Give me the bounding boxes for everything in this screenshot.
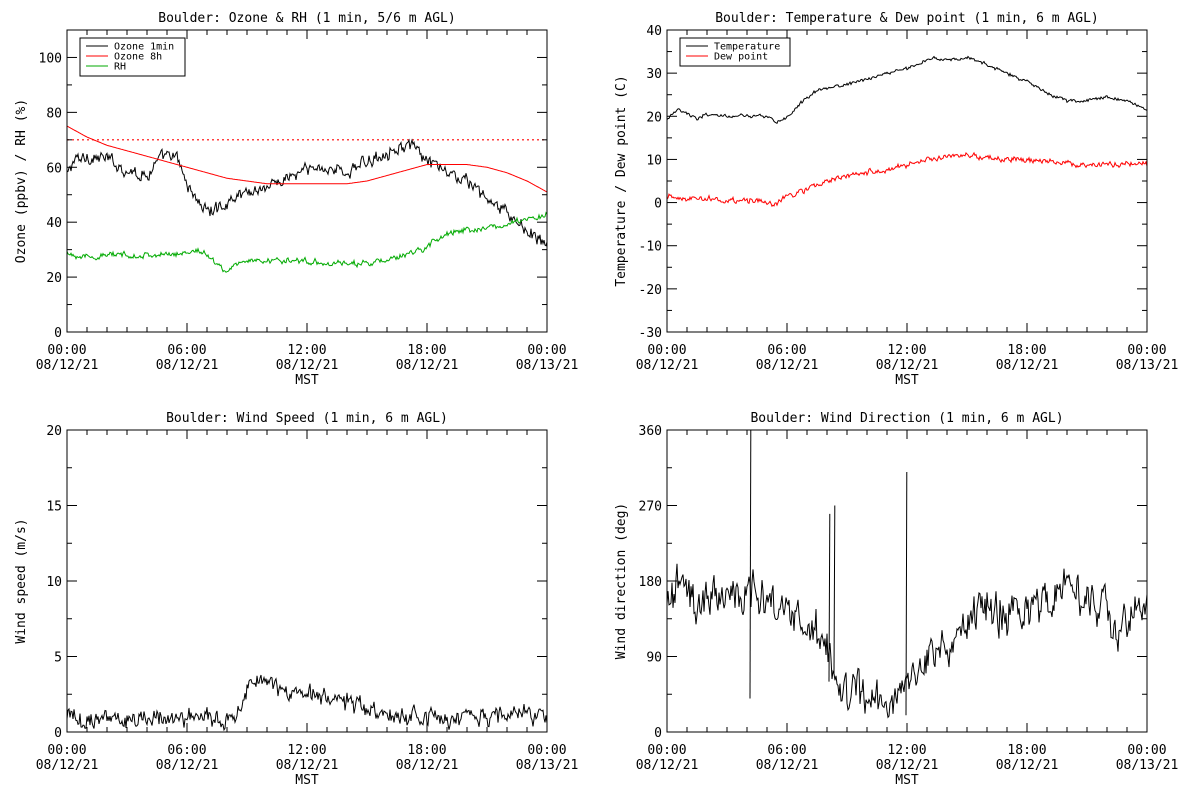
x-axis-label: MST <box>295 373 319 388</box>
y-tick-label: 10 <box>46 575 62 590</box>
x-tick-label-time: 06:00 <box>767 343 806 358</box>
ozone-rh-panel: Boulder: Ozone & RH (1 min, 5/6 m AGL) Oz… <box>14 11 578 388</box>
y-tick-label: 180 <box>639 575 662 590</box>
legend-label: RH <box>114 62 126 73</box>
legend-box <box>679 37 791 67</box>
series-line-2 <box>67 211 547 273</box>
y-tick-label: 60 <box>46 161 62 176</box>
x-tick-label-time: 00:00 <box>1127 743 1166 758</box>
x-tick-label-time: 18:00 <box>407 743 446 758</box>
direction-spike <box>828 513 831 682</box>
legend-box <box>79 37 186 77</box>
x-tick-label-time: 12:00 <box>287 743 326 758</box>
x-tick-label-date: 08/12/21 <box>996 358 1059 373</box>
x-tick-label-time: 00:00 <box>47 743 86 758</box>
y-tick-label: 40 <box>646 24 662 39</box>
y-tick-label: 40 <box>46 216 62 231</box>
y-axis-label: Wind direction (deg) <box>614 503 629 660</box>
x-tick-label-date: 08/13/21 <box>1116 358 1179 373</box>
y-tick-label: 30 <box>646 67 662 82</box>
x-tick-label-date: 08/13/21 <box>1116 758 1179 773</box>
x-tick-label-time: 00:00 <box>647 343 686 358</box>
x-tick-label-time: 18:00 <box>1007 343 1046 358</box>
series-line-0 <box>667 55 1147 124</box>
y-tick-label: 270 <box>639 500 662 515</box>
y-tick-label: -20 <box>639 283 662 298</box>
y-tick-label: 80 <box>46 106 62 121</box>
x-tick-label-time: 00:00 <box>1127 343 1166 358</box>
y-tick-label: 20 <box>46 424 62 439</box>
y-axis-label: Ozone (ppbv) / RH (%) <box>14 99 29 263</box>
x-tick-label-time: 06:00 <box>767 743 806 758</box>
series-line-0 <box>67 138 547 247</box>
y-tick-label: 10 <box>646 153 662 168</box>
x-axis-label: MST <box>895 373 919 388</box>
series-line-0 <box>67 674 547 732</box>
x-tick-label-date: 08/12/21 <box>756 758 819 773</box>
y-tick-label: 360 <box>639 424 662 439</box>
temperature-dewpoint-panel: Boulder: Temperature & Dew point (1 min,… <box>614 11 1178 388</box>
x-tick-label-time: 12:00 <box>887 343 926 358</box>
x-tick-label-date: 08/12/21 <box>276 358 339 373</box>
chart-title: Boulder: Ozone & RH (1 min, 5/6 m AGL) <box>158 11 455 26</box>
x-tick-label-date: 08/12/21 <box>276 758 339 773</box>
chart-title: Boulder: Wind Speed (1 min, 6 m AGL) <box>166 411 448 426</box>
y-tick-label: 20 <box>646 110 662 125</box>
x-tick-label-time: 00:00 <box>47 343 86 358</box>
x-tick-label-time: 18:00 <box>1007 743 1046 758</box>
series-line-0 <box>667 563 1147 719</box>
y-tick-label: 0 <box>654 726 662 741</box>
direction-spike <box>905 471 908 716</box>
x-tick-label-date: 08/12/21 <box>156 358 219 373</box>
x-tick-label-date: 08/12/21 <box>36 358 99 373</box>
x-axis-label: MST <box>895 773 919 788</box>
x-tick-label-time: 12:00 <box>887 743 926 758</box>
y-tick-label: -30 <box>639 326 662 341</box>
y-tick-label: 0 <box>654 197 662 212</box>
x-tick-label-date: 08/12/21 <box>996 758 1059 773</box>
series-line-1 <box>67 125 547 193</box>
x-tick-label-time: 00:00 <box>527 743 566 758</box>
legend-label: Dew point <box>714 52 768 63</box>
x-tick-label-date: 08/12/21 <box>396 758 459 773</box>
x-tick-label-date: 08/12/21 <box>36 758 99 773</box>
y-tick-label: 0 <box>54 726 62 741</box>
x-tick-label-date: 08/12/21 <box>396 358 459 373</box>
legend-label: Ozone 1min <box>114 42 174 53</box>
x-tick-label-time: 06:00 <box>167 343 206 358</box>
x-tick-label-time: 00:00 <box>647 743 686 758</box>
y-tick-label: -10 <box>639 240 662 255</box>
x-tick-label-date: 08/12/21 <box>756 358 819 373</box>
y-tick-label: 100 <box>39 51 62 66</box>
y-axis-label: Wind speed (m/s) <box>14 518 29 643</box>
y-tick-label: 20 <box>46 271 62 286</box>
x-tick-label-date: 08/12/21 <box>636 758 699 773</box>
y-axis-label: Temperature / Dew point (C) <box>614 75 629 286</box>
wind-speed-panel: Boulder: Wind Speed (1 min, 6 m AGL) Wind… <box>14 411 578 788</box>
y-tick-label: 15 <box>46 500 62 515</box>
chart-title: Boulder: Wind Direction (1 min, 6 m AGL) <box>750 411 1063 426</box>
x-tick-label-date: 08/13/21 <box>516 758 579 773</box>
x-tick-label-date: 08/12/21 <box>876 758 939 773</box>
chart-title: Boulder: Temperature & Dew point (1 min,… <box>715 11 1099 26</box>
x-axis-label: MST <box>295 773 319 788</box>
y-tick-label: 90 <box>646 651 662 666</box>
x-tick-label-time: 12:00 <box>287 343 326 358</box>
legend-label: Ozone 8h <box>114 52 162 63</box>
direction-spike <box>833 505 836 674</box>
wind-direction-panel: Boulder: Wind Direction (1 min, 6 m AGL)… <box>614 411 1178 788</box>
x-tick-label-time: 06:00 <box>167 743 206 758</box>
series-line-1 <box>667 151 1147 208</box>
x-tick-label-date: 08/13/21 <box>516 358 579 373</box>
x-tick-label-date: 08/12/21 <box>636 358 699 373</box>
x-tick-label-date: 08/12/21 <box>876 358 939 373</box>
y-tick-label: 0 <box>54 326 62 341</box>
x-tick-label-date: 08/12/21 <box>156 758 219 773</box>
direction-spike <box>749 429 752 699</box>
x-tick-label-time: 00:00 <box>527 343 566 358</box>
legend-label: Temperature <box>714 42 780 53</box>
x-tick-label-time: 18:00 <box>407 343 446 358</box>
y-tick-label: 5 <box>54 651 62 666</box>
